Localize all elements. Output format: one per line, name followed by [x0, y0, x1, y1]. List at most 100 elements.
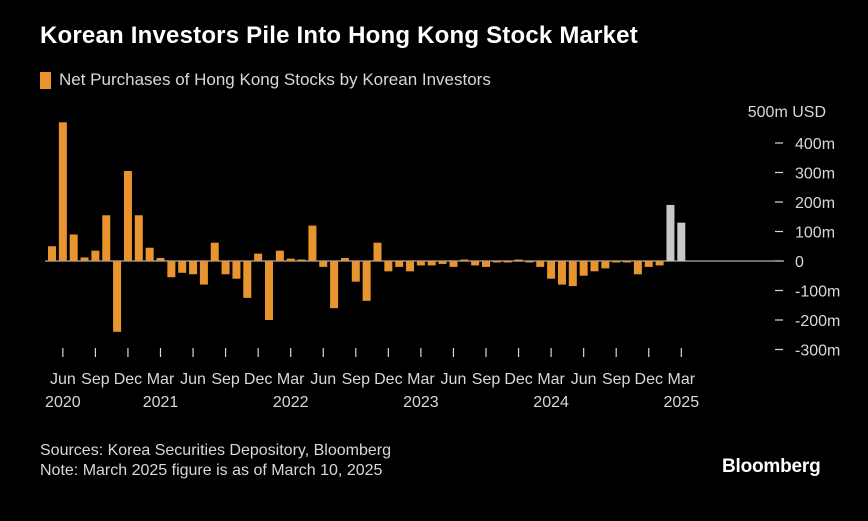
bar	[232, 261, 241, 279]
x-year-label: 2024	[533, 394, 569, 411]
bar	[525, 261, 534, 263]
bar	[69, 234, 78, 261]
x-month-label: Jun	[310, 371, 336, 388]
bar	[633, 261, 642, 275]
x-month-label: Mar	[407, 371, 435, 388]
x-month-label: Jun	[50, 371, 76, 388]
bar	[178, 261, 187, 273]
y-unit-label: 500m USD	[748, 104, 826, 121]
y-tick-label: -100m	[795, 284, 840, 301]
bar	[514, 259, 523, 261]
x-month-label: Dec	[374, 371, 402, 388]
bar	[655, 261, 664, 266]
x-month-label: Sep	[602, 371, 631, 388]
bar	[449, 261, 458, 267]
bar	[254, 253, 263, 261]
bar	[503, 261, 512, 263]
x-month-label: Mar	[147, 371, 175, 388]
bar	[460, 259, 469, 261]
x-month-label: Jun	[571, 371, 597, 388]
bar	[265, 261, 273, 320]
bar	[612, 261, 621, 263]
bar	[373, 242, 382, 261]
bar	[80, 257, 89, 261]
bar	[330, 261, 339, 309]
x-month-label: Sep	[211, 371, 240, 388]
legend: Net Purchases of Hong Kong Stocks by Kor…	[40, 70, 491, 90]
bar	[536, 261, 545, 267]
bar	[102, 215, 111, 261]
x-month-label: Sep	[81, 371, 110, 388]
footer: Sources: Korea Securities Depository, Bl…	[40, 441, 391, 481]
y-tick-label: 100m	[795, 225, 835, 242]
bar	[384, 261, 393, 272]
bar	[666, 204, 675, 261]
x-month-label: Sep	[472, 371, 501, 388]
bar	[286, 258, 295, 261]
bar	[189, 261, 198, 275]
bar	[221, 261, 230, 275]
y-tick-label: 400m	[795, 136, 835, 153]
bloomberg-logo: Bloomberg	[722, 456, 821, 477]
y-tick-label: -200m	[795, 313, 840, 330]
bar	[416, 261, 425, 266]
bar	[492, 261, 501, 263]
bar	[243, 261, 252, 298]
bar	[210, 242, 219, 261]
y-tick-label: 300m	[795, 166, 835, 183]
bar	[275, 250, 284, 261]
bar	[91, 250, 100, 261]
bar	[590, 261, 599, 272]
bar	[482, 261, 490, 267]
x-month-label: Dec	[635, 371, 663, 388]
bar	[395, 261, 404, 267]
bar	[48, 246, 56, 261]
bar	[644, 261, 653, 267]
x-year-label: 2020	[45, 394, 81, 411]
date-note: Note: March 2025 figure is as of March 1…	[40, 462, 383, 479]
bar	[134, 215, 143, 261]
bar-chart: 400m 300m 200m 100m 0 -100m -200m -300m 500m USD…	[45, 104, 840, 411]
bar	[308, 225, 317, 261]
x-month-label: Jun	[441, 371, 467, 388]
bar	[167, 261, 176, 278]
x-year-label: 2021	[143, 394, 179, 411]
x-month-label: Mar	[277, 371, 305, 388]
bar	[547, 261, 556, 279]
legend-label: Net Purchases of Hong Kong Stocks by Kor…	[59, 70, 491, 89]
bar	[471, 261, 480, 266]
bar	[297, 259, 306, 261]
bar	[601, 261, 610, 269]
y-tick-label: 0	[795, 254, 804, 271]
sources-note: Sources: Korea Securities Depository, Bl…	[40, 442, 391, 459]
bar	[199, 261, 208, 285]
bar	[319, 261, 328, 267]
y-tick-label: -300m	[795, 343, 840, 360]
bar	[123, 171, 132, 261]
bar	[579, 261, 588, 276]
x-year-label: 2022	[273, 394, 309, 411]
x-month-label: Dec	[504, 371, 532, 388]
bar	[340, 258, 349, 261]
bar	[145, 247, 154, 261]
bar	[677, 222, 686, 261]
bar	[568, 261, 577, 287]
bar	[58, 122, 67, 261]
x-month-label: Dec	[244, 371, 272, 388]
bar	[623, 261, 632, 263]
x-month-label: Jun	[180, 371, 206, 388]
bar	[351, 261, 360, 282]
x-month-label: Mar	[537, 371, 565, 388]
bar	[362, 261, 371, 301]
bar	[156, 258, 165, 261]
bar	[113, 261, 122, 332]
legend-swatch	[40, 71, 51, 89]
x-year-label: 2023	[403, 394, 439, 411]
x-month-label: Dec	[114, 371, 142, 388]
x-month-label: Mar	[668, 371, 696, 388]
x-month-label: Sep	[342, 371, 371, 388]
bar	[438, 261, 447, 264]
x-year-label: 2025	[664, 394, 700, 411]
bar	[406, 261, 415, 272]
bar	[557, 261, 566, 285]
